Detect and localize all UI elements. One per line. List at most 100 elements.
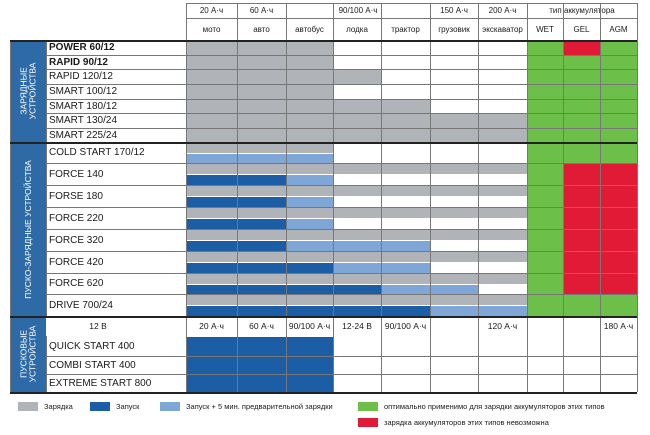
voltage-battery-cell: 180 А·ч <box>603 320 634 331</box>
battery-optimal-cell <box>563 113 600 128</box>
grid-hline <box>46 294 637 295</box>
grid-hline <box>186 3 637 4</box>
battery-optimal-cell <box>600 69 637 84</box>
model-name: FORCE 320 <box>49 234 104 246</box>
legend-item: зарядка аккумуляторов этих типов невозмо… <box>358 418 549 427</box>
battery-optimal-cell <box>527 84 563 99</box>
battery-optimal-cell <box>527 251 563 273</box>
capacity-header: 20 А·ч <box>199 5 224 15</box>
voltage-cell: 90/100 А·ч <box>384 320 427 331</box>
model-name: RAPID 120/12 <box>49 71 113 82</box>
capacity-header: 90/100 А·ч <box>338 5 378 15</box>
legend-label: Зарядка <box>44 402 73 411</box>
preheat-start-cell <box>286 174 333 185</box>
grid-hline <box>46 374 637 375</box>
model-name: FORCE 620 <box>49 278 104 289</box>
battery-not_possible-cell <box>600 273 637 294</box>
battery-not_possible-cell <box>563 251 600 273</box>
battery-not_possible-cell <box>563 229 600 251</box>
charge-cell <box>186 294 527 305</box>
grid-hline <box>10 142 637 144</box>
start-cell <box>186 336 333 356</box>
capacity-header: 60 А·ч <box>249 5 274 15</box>
battery-optimal-cell <box>600 294 637 316</box>
model-name: RAPID 90/12 <box>49 56 108 68</box>
legend-swatch <box>358 418 378 427</box>
battery-optimal-cell <box>527 69 563 84</box>
battery-not_possible-cell <box>563 185 600 207</box>
battery-optimal-cell <box>527 113 563 128</box>
model-name: FORSE 180 <box>49 190 103 202</box>
grid-hline <box>46 84 637 85</box>
section-label: ПУСКО-ЗАРЯДНЫЕ УСТРОЙСТВА <box>10 142 46 316</box>
grid-hline <box>46 251 637 252</box>
grid-vline <box>286 3 287 392</box>
battery-optimal-cell <box>527 128 563 142</box>
grid-vline <box>600 3 601 392</box>
start-cell <box>186 174 286 185</box>
charge-cell <box>186 40 333 55</box>
charge-cell <box>186 142 333 153</box>
battery-not_possible-cell <box>600 251 637 273</box>
preheat-start-cell <box>286 218 333 229</box>
charge-cell <box>186 273 527 284</box>
battery-not_possible-cell <box>600 163 637 185</box>
voltage-battery-cell <box>563 316 600 336</box>
vehicle-header: лодка <box>346 25 368 34</box>
battery-optimal-cell <box>527 163 563 185</box>
charge-cell <box>186 128 527 142</box>
voltage-cell: 90/100 А·ч <box>288 320 331 331</box>
model-name: QUICK START 400 <box>49 340 135 352</box>
battery-optimal-cell <box>527 273 563 294</box>
grid-vline <box>10 40 11 392</box>
model-name: SMART 225/24 <box>49 129 118 141</box>
grid-vline <box>186 3 187 392</box>
legend-label: оптимально применимо для зарядки аккумул… <box>384 402 605 411</box>
battery-optimal-cell <box>527 40 563 55</box>
legend-swatch <box>90 402 110 411</box>
legend-item: оптимально применимо для зарядки аккумул… <box>358 402 605 411</box>
legend-label: Запуск <box>116 402 140 411</box>
legend-swatch <box>358 402 378 411</box>
model-name: COLD START 170/12 <box>49 147 145 158</box>
start-cell <box>186 218 286 229</box>
legend-item: Запуск <box>90 402 139 411</box>
grid-vline <box>478 3 479 392</box>
charge-cell <box>186 99 430 113</box>
voltage-left: 12 В <box>89 320 107 331</box>
grid-hline <box>46 207 637 208</box>
grid-hline <box>46 69 637 70</box>
battery-optimal-cell <box>527 294 563 316</box>
grid-vline <box>637 3 638 392</box>
preheat-start-cell <box>186 153 333 163</box>
grid-hline <box>46 273 637 274</box>
charge-cell <box>186 185 527 196</box>
grid-vline <box>381 3 382 392</box>
grid-hline <box>186 18 637 19</box>
voltage-cell: 60 А·ч <box>249 320 274 331</box>
voltage-cell: 12-24 В <box>342 320 372 331</box>
grid-vline <box>333 3 334 392</box>
vehicle-header: грузовик <box>438 25 470 34</box>
preheat-start-cell <box>286 196 333 207</box>
voltage-cell: 120 А·ч <box>487 320 518 331</box>
battery-optimal-cell <box>563 142 600 163</box>
battery-optimal-cell <box>563 294 600 316</box>
vehicle-header: автобус <box>295 25 324 34</box>
charge-cell <box>186 163 527 174</box>
model-name: SMART 100/12 <box>49 86 118 97</box>
battery-type-label: WET <box>536 25 554 34</box>
capacity-header: 150 А·ч <box>440 5 468 15</box>
battery-optimal-cell <box>600 128 637 142</box>
battery-not_possible-cell <box>563 163 600 185</box>
start-cell <box>186 196 286 207</box>
voltage-cell: 20 А·ч <box>199 320 224 331</box>
voltage-cell <box>430 316 478 336</box>
battery-type-label: AGM <box>609 25 628 34</box>
battery-not_possible-cell <box>563 273 600 294</box>
battery-optimal-cell <box>600 84 637 99</box>
battery-optimal-cell <box>563 84 600 99</box>
model-name: DRIVE 700/24 <box>49 299 113 311</box>
grid-vline <box>237 3 238 392</box>
